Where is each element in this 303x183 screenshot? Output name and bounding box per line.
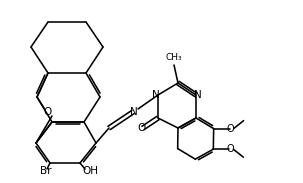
Text: CH₃: CH₃ (166, 53, 182, 63)
Text: O: O (137, 123, 145, 133)
Text: OH: OH (82, 166, 98, 176)
Text: O: O (44, 107, 52, 117)
Text: N: N (130, 107, 138, 117)
Text: N: N (194, 90, 202, 100)
Text: O: O (227, 144, 234, 154)
Text: Br: Br (40, 166, 52, 176)
Text: N: N (152, 90, 160, 100)
Text: O: O (227, 124, 235, 134)
